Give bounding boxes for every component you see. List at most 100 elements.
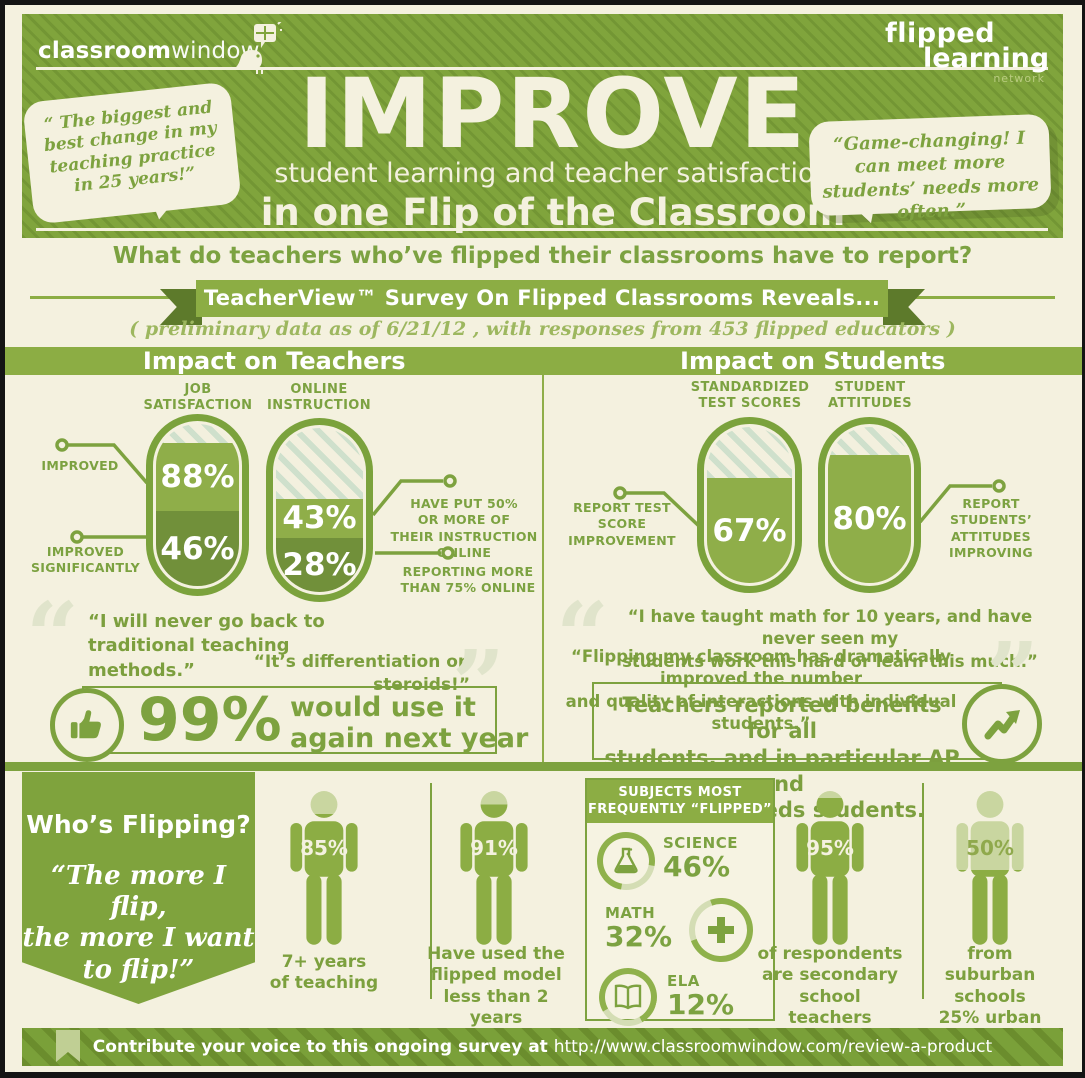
ela-pct: 12% bbox=[667, 987, 735, 1021]
job-satisfaction-improved-value: 88% bbox=[160, 459, 235, 496]
thumbs-up-badge bbox=[50, 688, 124, 762]
trend-up-arrow-icon bbox=[984, 710, 1020, 740]
subjects-box: SUBJECTS MOST FREQUENTLY “FLIPPED” SCIEN… bbox=[585, 778, 775, 1033]
thumbs-up-icon bbox=[70, 710, 101, 739]
pill-hatch-segment bbox=[276, 428, 363, 499]
connector-test-scores bbox=[613, 486, 702, 529]
bookmark-ribbon-icon bbox=[56, 1030, 80, 1062]
preliminary-note: ( preliminary data as of 6/21/12 , with … bbox=[129, 318, 956, 340]
pill-hatch-segment bbox=[707, 427, 792, 479]
connector-improved bbox=[55, 438, 149, 485]
person-icon bbox=[290, 791, 358, 945]
person-85-pct: 85% bbox=[300, 836, 348, 860]
student-attitudes-label: STUDENT ATTITUDES bbox=[828, 380, 912, 412]
connector-attitudes bbox=[918, 479, 1006, 524]
teacher-quote-bubble-left: “ The biggest and best change in my teac… bbox=[22, 81, 242, 225]
ela-name: ELA bbox=[667, 972, 700, 990]
pill-hatch-segment bbox=[828, 427, 911, 456]
person-icon bbox=[956, 791, 1024, 945]
standardized-test-scores-label: STANDARDIZED TEST SCORES bbox=[690, 380, 810, 412]
bottom-divider-2 bbox=[922, 783, 924, 999]
section-divider-bar bbox=[5, 762, 1082, 771]
intro-question: What do teachers who’ve flipped their cl… bbox=[112, 243, 973, 269]
job-satisfaction-improved-sig-value: 46% bbox=[160, 530, 235, 567]
open-quote-icon: “ bbox=[556, 582, 609, 690]
student-attitudes-pill-chart: 80% bbox=[818, 417, 921, 593]
math-pct: 32% bbox=[605, 919, 673, 953]
person-icon bbox=[460, 791, 528, 945]
pill-67-segment: 67% bbox=[707, 478, 792, 583]
science-pct: 46% bbox=[663, 849, 731, 883]
math-plus-icon bbox=[708, 917, 734, 943]
title-block: IMPROVE student learning and teacher sat… bbox=[260, 66, 846, 235]
impact-on-students-heading: Impact on Students bbox=[680, 347, 946, 375]
job-satisfaction-pill-chart: 88% 46% bbox=[146, 414, 249, 596]
person-85-caption: 7+ years of teaching bbox=[269, 952, 379, 994]
page-subtitle: student learning and teacher satisfactio… bbox=[274, 158, 832, 190]
header-panel: classroomwindow flipped learning network… bbox=[22, 14, 1063, 238]
whos-flipping-title: Who’s Flipping? bbox=[26, 810, 251, 839]
stat-99-text: would use it again next year bbox=[290, 692, 529, 755]
ela-book-icon bbox=[614, 984, 642, 1010]
person-figure-91: 91% bbox=[452, 786, 536, 954]
person-50-pct: 50% bbox=[966, 836, 1014, 860]
science-flask-icon bbox=[614, 847, 638, 874]
footer-bar: Contribute your voice to this ongoing su… bbox=[22, 1028, 1063, 1066]
flip-quote: “The more I flip, the more I want to fli… bbox=[22, 861, 255, 985]
person-figure-50: 50% bbox=[948, 786, 1032, 954]
column-divider bbox=[542, 375, 544, 763]
teacher-quote-bubble-right: “Game-changing! I can meet more students… bbox=[808, 113, 1052, 223]
person-icon bbox=[796, 791, 864, 945]
pill-28-segment: 28% bbox=[276, 537, 363, 592]
pill-80-segment: 80% bbox=[828, 455, 911, 583]
footer-cta-text: Contribute your voice to this ongoing su… bbox=[92, 1037, 554, 1057]
stat-99-value: 99% bbox=[138, 685, 282, 755]
person-95-caption: of respondents are secondary school teac… bbox=[757, 944, 903, 1028]
flipped-learning-line2: learning bbox=[923, 43, 1050, 74]
pill-46-segment: 46% bbox=[156, 511, 239, 586]
test-score-value: 67% bbox=[712, 512, 787, 549]
science-label: SCIENCE 46% bbox=[663, 834, 738, 883]
subjects-heading: SUBJECTS MOST FREQUENTLY “FLIPPED” bbox=[587, 780, 773, 823]
impact-header-bar: Impact on Teachers Impact on Students bbox=[5, 347, 1082, 375]
online-instruction-label: ONLINE INSTRUCTION bbox=[266, 382, 372, 414]
math-name: MATH bbox=[605, 904, 656, 922]
trend-up-badge bbox=[962, 684, 1042, 764]
flipped-learning-logo: flipped learning network bbox=[885, 18, 1050, 85]
connector-online50 bbox=[371, 474, 457, 517]
science-name: SCIENCE bbox=[663, 834, 738, 852]
ela-label: ELA 12% bbox=[667, 972, 735, 1021]
online75-callout: REPORTING MORE THAN 75% ONLINE bbox=[400, 564, 536, 596]
improved-significantly-callout: IMPROVED SIGNIFICANTLY bbox=[30, 544, 141, 576]
student-quote-1: “I have taught math for 10 years, and ha… bbox=[622, 607, 1038, 671]
flipped-learning-line3: network bbox=[993, 72, 1045, 85]
online-instruction-pill-chart: 43% 28% bbox=[266, 418, 373, 602]
bottom-divider-1 bbox=[430, 783, 432, 999]
survey-ribbon: TeacherView™ Survey On Flipped Classroom… bbox=[196, 280, 888, 317]
person-91-pct: 91% bbox=[470, 836, 518, 860]
page-tagline: in one Flip of the Classroom bbox=[260, 191, 846, 235]
impact-on-teachers-heading: Impact on Teachers bbox=[142, 347, 406, 375]
math-ring bbox=[678, 887, 764, 973]
science-ring bbox=[585, 820, 667, 902]
teacher-quote-1: “I will never go back to traditional tea… bbox=[88, 611, 325, 681]
footer-url[interactable]: http://www.classroomwindow.com/review-a-… bbox=[553, 1037, 993, 1057]
bird-window-icon bbox=[234, 22, 282, 74]
online-50-value: 43% bbox=[282, 500, 357, 537]
improved-callout: IMPROVED bbox=[41, 458, 119, 473]
header-bottom-rule bbox=[36, 228, 1048, 231]
pill-43-segment: 43% bbox=[276, 498, 363, 538]
person-91-caption: Have used the flipped model less than 2 … bbox=[427, 944, 565, 1028]
test-scores-pill-chart: 67% bbox=[697, 417, 802, 593]
whos-flipping-pennant: Who’s Flipping? “The more I flip, the mo… bbox=[22, 772, 255, 1004]
ela-ring bbox=[592, 961, 664, 1033]
student-quote-2: “Flipping my classroom has dramatically … bbox=[565, 647, 957, 733]
online-75-value: 28% bbox=[282, 546, 357, 583]
test-scores-callout: REPORT TEST SCORE IMPROVEMENT bbox=[568, 500, 676, 548]
flipped-learning-line1: flipped bbox=[885, 18, 996, 49]
person-figure-95: 95% bbox=[788, 786, 872, 954]
pill-hatch-segment bbox=[156, 424, 239, 444]
person-figure-85: 85% bbox=[282, 786, 366, 954]
connector-online75 bbox=[375, 546, 455, 560]
